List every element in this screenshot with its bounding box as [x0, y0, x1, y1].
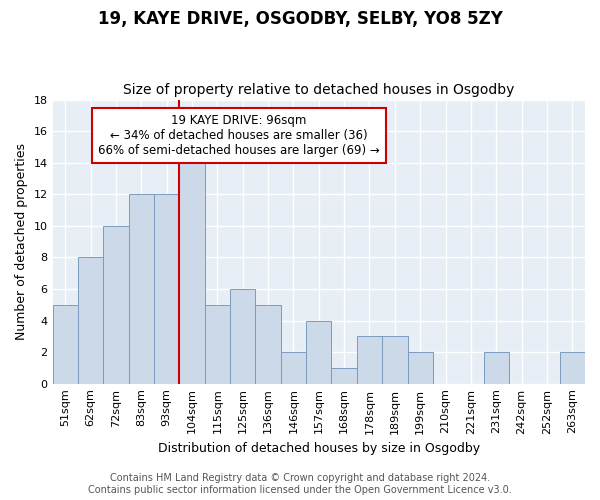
Title: Size of property relative to detached houses in Osgodby: Size of property relative to detached ho…	[123, 83, 514, 97]
Bar	[205, 305, 230, 384]
Text: Contains HM Land Registry data © Crown copyright and database right 2024.
Contai: Contains HM Land Registry data © Crown c…	[88, 474, 512, 495]
Bar	[484, 352, 509, 384]
Bar	[103, 226, 128, 384]
Bar	[407, 352, 433, 384]
Bar	[306, 320, 331, 384]
Text: 19, KAYE DRIVE, OSGODBY, SELBY, YO8 5ZY: 19, KAYE DRIVE, OSGODBY, SELBY, YO8 5ZY	[98, 10, 502, 28]
Bar	[331, 368, 357, 384]
Bar	[357, 336, 382, 384]
Bar	[281, 352, 306, 384]
Bar	[128, 194, 154, 384]
Bar	[179, 162, 205, 384]
Bar	[256, 305, 281, 384]
Bar	[382, 336, 407, 384]
Bar	[53, 305, 78, 384]
X-axis label: Distribution of detached houses by size in Osgodby: Distribution of detached houses by size …	[158, 442, 480, 455]
Bar	[560, 352, 585, 384]
Bar	[78, 258, 103, 384]
Text: 19 KAYE DRIVE: 96sqm
← 34% of detached houses are smaller (36)
66% of semi-detac: 19 KAYE DRIVE: 96sqm ← 34% of detached h…	[98, 114, 380, 157]
Bar	[230, 289, 256, 384]
Bar	[154, 194, 179, 384]
Y-axis label: Number of detached properties: Number of detached properties	[15, 143, 28, 340]
